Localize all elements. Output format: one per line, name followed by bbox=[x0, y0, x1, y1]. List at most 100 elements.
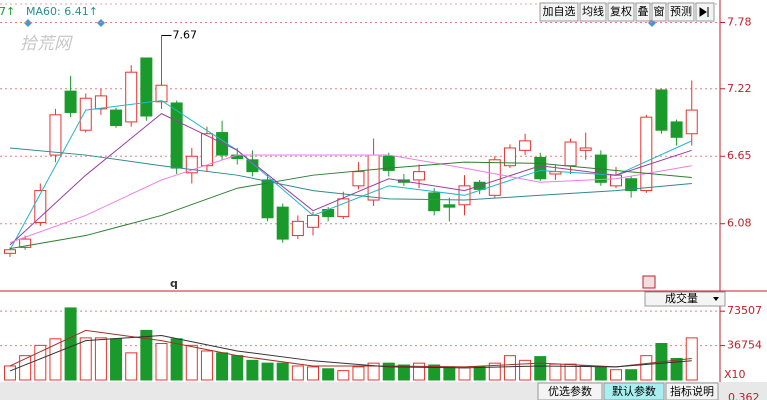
indicator-name: 成交量 bbox=[665, 291, 698, 305]
volume-bar bbox=[594, 366, 607, 381]
candle-body bbox=[579, 147, 592, 151]
volume-bar bbox=[261, 362, 274, 381]
volume-bar bbox=[519, 359, 532, 381]
volume-bar bbox=[488, 362, 501, 381]
dropdown-arrow bbox=[713, 297, 719, 301]
volume-bar bbox=[185, 344, 198, 381]
y-tick-label: 7.78 bbox=[727, 15, 752, 28]
candle-body bbox=[94, 95, 107, 110]
candle-body bbox=[155, 84, 168, 103]
candle-body bbox=[685, 109, 698, 135]
toolbar-button[interactable] bbox=[667, 2, 695, 22]
toolbar-label: 复权 bbox=[610, 4, 632, 18]
footer-value: 0.362 bbox=[728, 391, 760, 400]
candle-body bbox=[352, 171, 365, 187]
toolbar-button[interactable] bbox=[651, 2, 667, 22]
volume-bar bbox=[337, 370, 350, 381]
volume-bar bbox=[246, 359, 259, 381]
candle-body bbox=[34, 190, 47, 224]
volume-bar bbox=[413, 362, 426, 381]
legend-text: 47↑ bbox=[0, 5, 15, 18]
volume-bar bbox=[625, 369, 638, 381]
toolbar-button[interactable] bbox=[539, 2, 579, 22]
candle-body bbox=[655, 89, 668, 131]
volume-bar bbox=[216, 352, 229, 381]
volume-bar bbox=[503, 355, 516, 381]
indicator-dropdown[interactable] bbox=[644, 291, 726, 307]
volume-bar bbox=[110, 338, 123, 381]
volume-bar bbox=[125, 352, 138, 381]
candle-body bbox=[276, 206, 289, 240]
volume-bar bbox=[428, 364, 441, 381]
y-tick-label: 73507 bbox=[727, 304, 762, 317]
tabs: 优选参数 默认参数 指标说明 bbox=[537, 382, 719, 400]
volume-bar bbox=[307, 366, 319, 381]
volume-bar bbox=[231, 355, 244, 381]
tab-label: 默认参数 bbox=[612, 384, 656, 398]
volume-bar bbox=[473, 366, 486, 381]
candle-body bbox=[200, 133, 213, 167]
toolbar-icon bbox=[699, 7, 709, 17]
tab[interactable] bbox=[603, 382, 665, 400]
volume-bar bbox=[367, 362, 380, 381]
legend-text: MA60: 6.41↑ bbox=[26, 5, 98, 18]
moving-average bbox=[9, 161, 692, 250]
volume-bar bbox=[397, 364, 410, 381]
candle-body bbox=[185, 155, 198, 174]
volume-bar bbox=[670, 357, 683, 381]
candle-body bbox=[610, 174, 622, 187]
candle-body bbox=[564, 141, 577, 167]
candle-body bbox=[519, 140, 532, 151]
y-tick-label: 6.65 bbox=[727, 149, 752, 162]
volume-bar bbox=[155, 342, 168, 381]
moving-average bbox=[9, 329, 692, 368]
toolbar-button[interactable] bbox=[607, 2, 635, 22]
volume-bar bbox=[34, 344, 47, 381]
y-tick-label: 7.22 bbox=[727, 82, 752, 95]
tab-label: 优选参数 bbox=[548, 384, 592, 398]
candle-body bbox=[443, 204, 456, 208]
tab-label: 指标说明 bbox=[670, 384, 714, 398]
volume-bar bbox=[610, 369, 622, 381]
candle-body bbox=[110, 109, 123, 126]
candle-body bbox=[428, 192, 441, 212]
toolbar-button[interactable] bbox=[579, 2, 607, 22]
volume-bar bbox=[352, 366, 365, 381]
volume-bar bbox=[443, 366, 456, 381]
candle-body bbox=[534, 156, 547, 180]
volume-bar bbox=[79, 337, 92, 381]
toolbar: 加自选 均线 复权叠窗预测 bbox=[539, 2, 715, 22]
candle-body bbox=[49, 114, 62, 156]
tab[interactable] bbox=[665, 382, 719, 400]
volume-bar bbox=[64, 307, 77, 381]
flag-icon bbox=[642, 275, 656, 289]
y-tick-label: 6.08 bbox=[727, 217, 752, 230]
moving-average bbox=[9, 100, 692, 250]
toolbar-label: 均线 bbox=[582, 4, 604, 18]
volume-bar bbox=[640, 355, 653, 381]
moving-average bbox=[9, 147, 692, 201]
volume-bar bbox=[4, 365, 16, 381]
volume-bar bbox=[458, 367, 471, 381]
moving-average bbox=[9, 335, 692, 372]
volume-bar bbox=[382, 362, 395, 381]
volume-bar bbox=[19, 355, 32, 381]
toolbar-label: 加自选 bbox=[543, 5, 576, 18]
volume-bar bbox=[170, 338, 183, 381]
volume-bar bbox=[322, 368, 335, 381]
toolbar-label: 叠 bbox=[638, 5, 649, 18]
volume-bar bbox=[579, 365, 592, 381]
tab[interactable] bbox=[537, 382, 603, 400]
toolbar-button[interactable] bbox=[635, 2, 651, 22]
peak-label: 7.67 bbox=[173, 29, 198, 42]
volume-bar bbox=[291, 365, 304, 381]
candle-body bbox=[503, 147, 516, 167]
volume-bar bbox=[276, 362, 289, 381]
candle-body bbox=[640, 116, 653, 192]
candle-body bbox=[261, 179, 274, 219]
candle-body bbox=[4, 249, 16, 254]
candle-body bbox=[337, 198, 350, 218]
